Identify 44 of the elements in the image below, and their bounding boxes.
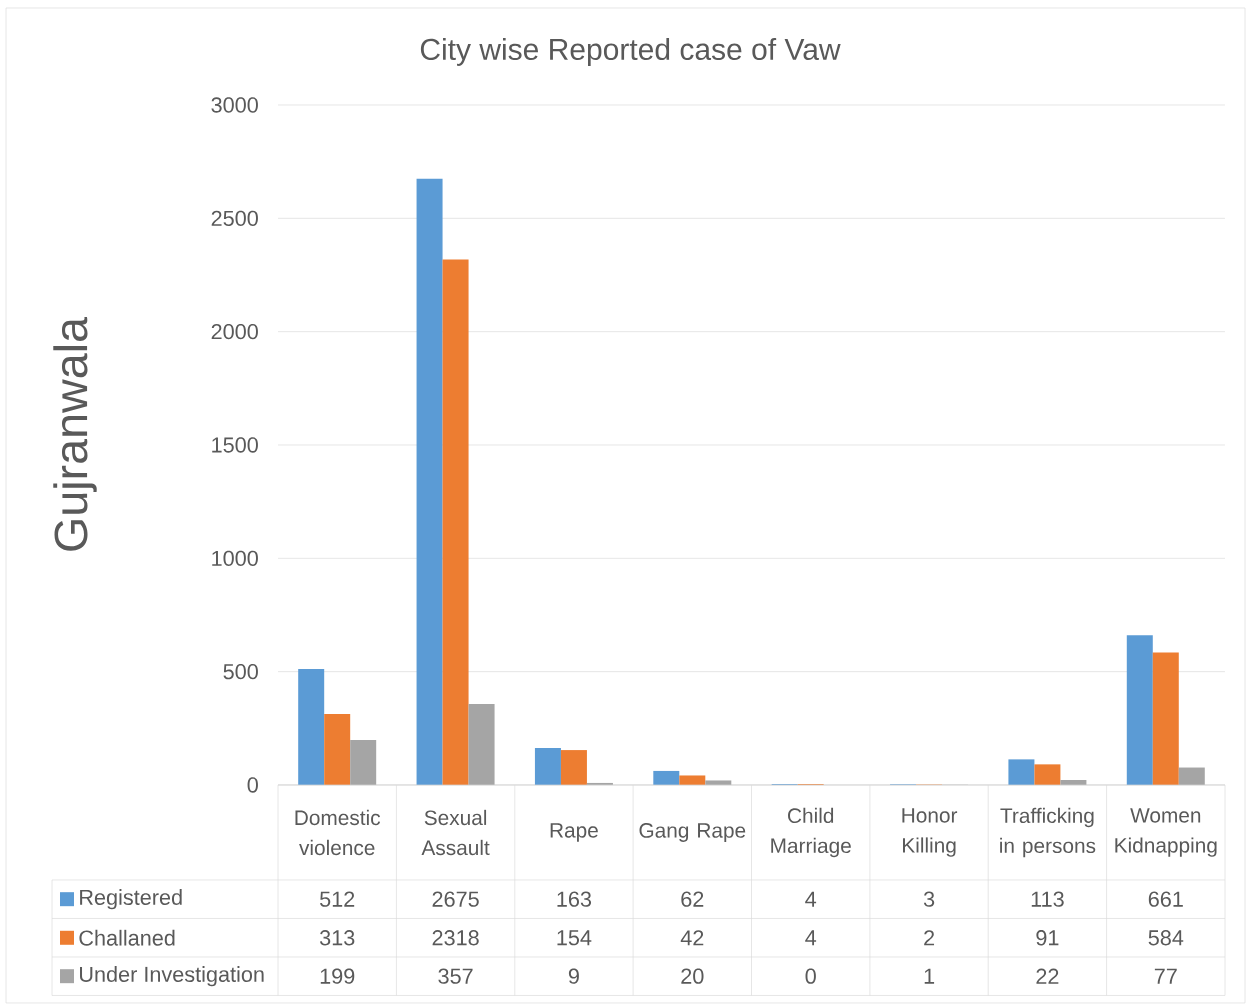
y-tick-label: 3000 <box>211 97 258 113</box>
data-label: 2318 <box>432 930 479 946</box>
x-tick-label: Rape <box>550 823 598 842</box>
data-label: 42 <box>680 930 704 946</box>
data-label: 4 <box>805 891 817 907</box>
x-tick-label: Women Kidnapping <box>1115 808 1217 857</box>
data-label: 0 <box>805 968 816 984</box>
x-tick-label: Domestic violence <box>295 809 381 856</box>
data-label: 661 <box>1148 891 1183 907</box>
data-label: 20 <box>681 968 704 984</box>
data-label: 62 <box>681 891 704 907</box>
data-label: 199 <box>320 968 355 984</box>
y-tick-label: 500 <box>223 663 258 680</box>
data-label: 163 <box>557 891 592 907</box>
data-label: 1 <box>924 968 935 984</box>
data-label: 512 <box>320 891 355 907</box>
data-label: 3 <box>923 891 935 907</box>
x-tick-label: Honor Killing <box>902 808 958 857</box>
data-label: 91 <box>1036 930 1059 946</box>
y-tick-label: 1500 <box>212 437 258 453</box>
data-label: 113 <box>1031 891 1064 907</box>
chart-title: City wise Reported case of Vaw <box>420 38 841 66</box>
data-label: 4 <box>805 930 817 946</box>
legend-label: Under Investigation <box>80 966 264 987</box>
data-label: 357 <box>438 968 473 984</box>
data-label: 154 <box>557 930 592 946</box>
x-tick-label: Child Marriage <box>771 807 851 858</box>
x-tick-label: Sexual Assault <box>421 809 490 856</box>
data-label: 77 <box>1154 968 1177 984</box>
data-label: 22 <box>1036 968 1059 984</box>
x-tick-label: Trafficking in persons <box>1000 807 1096 858</box>
data-label: 2 <box>924 930 935 946</box>
y-tick-label: 0 <box>247 777 258 793</box>
data-label: 2675 <box>432 891 479 907</box>
y-tick-label: 2000 <box>211 323 258 340</box>
legend-label: Registered <box>80 889 182 910</box>
data-label: 584 <box>1148 930 1184 946</box>
data-label: 313 <box>319 930 355 946</box>
x-tick-label: Gang Rape <box>639 823 746 842</box>
y-tick-label: 1000 <box>212 550 258 566</box>
y-tick-label: 2500 <box>211 210 258 226</box>
data-label: 9 <box>568 968 579 984</box>
legend-label: Challaned <box>79 929 175 946</box>
y-axis-title: Gujranwala <box>53 317 97 551</box>
